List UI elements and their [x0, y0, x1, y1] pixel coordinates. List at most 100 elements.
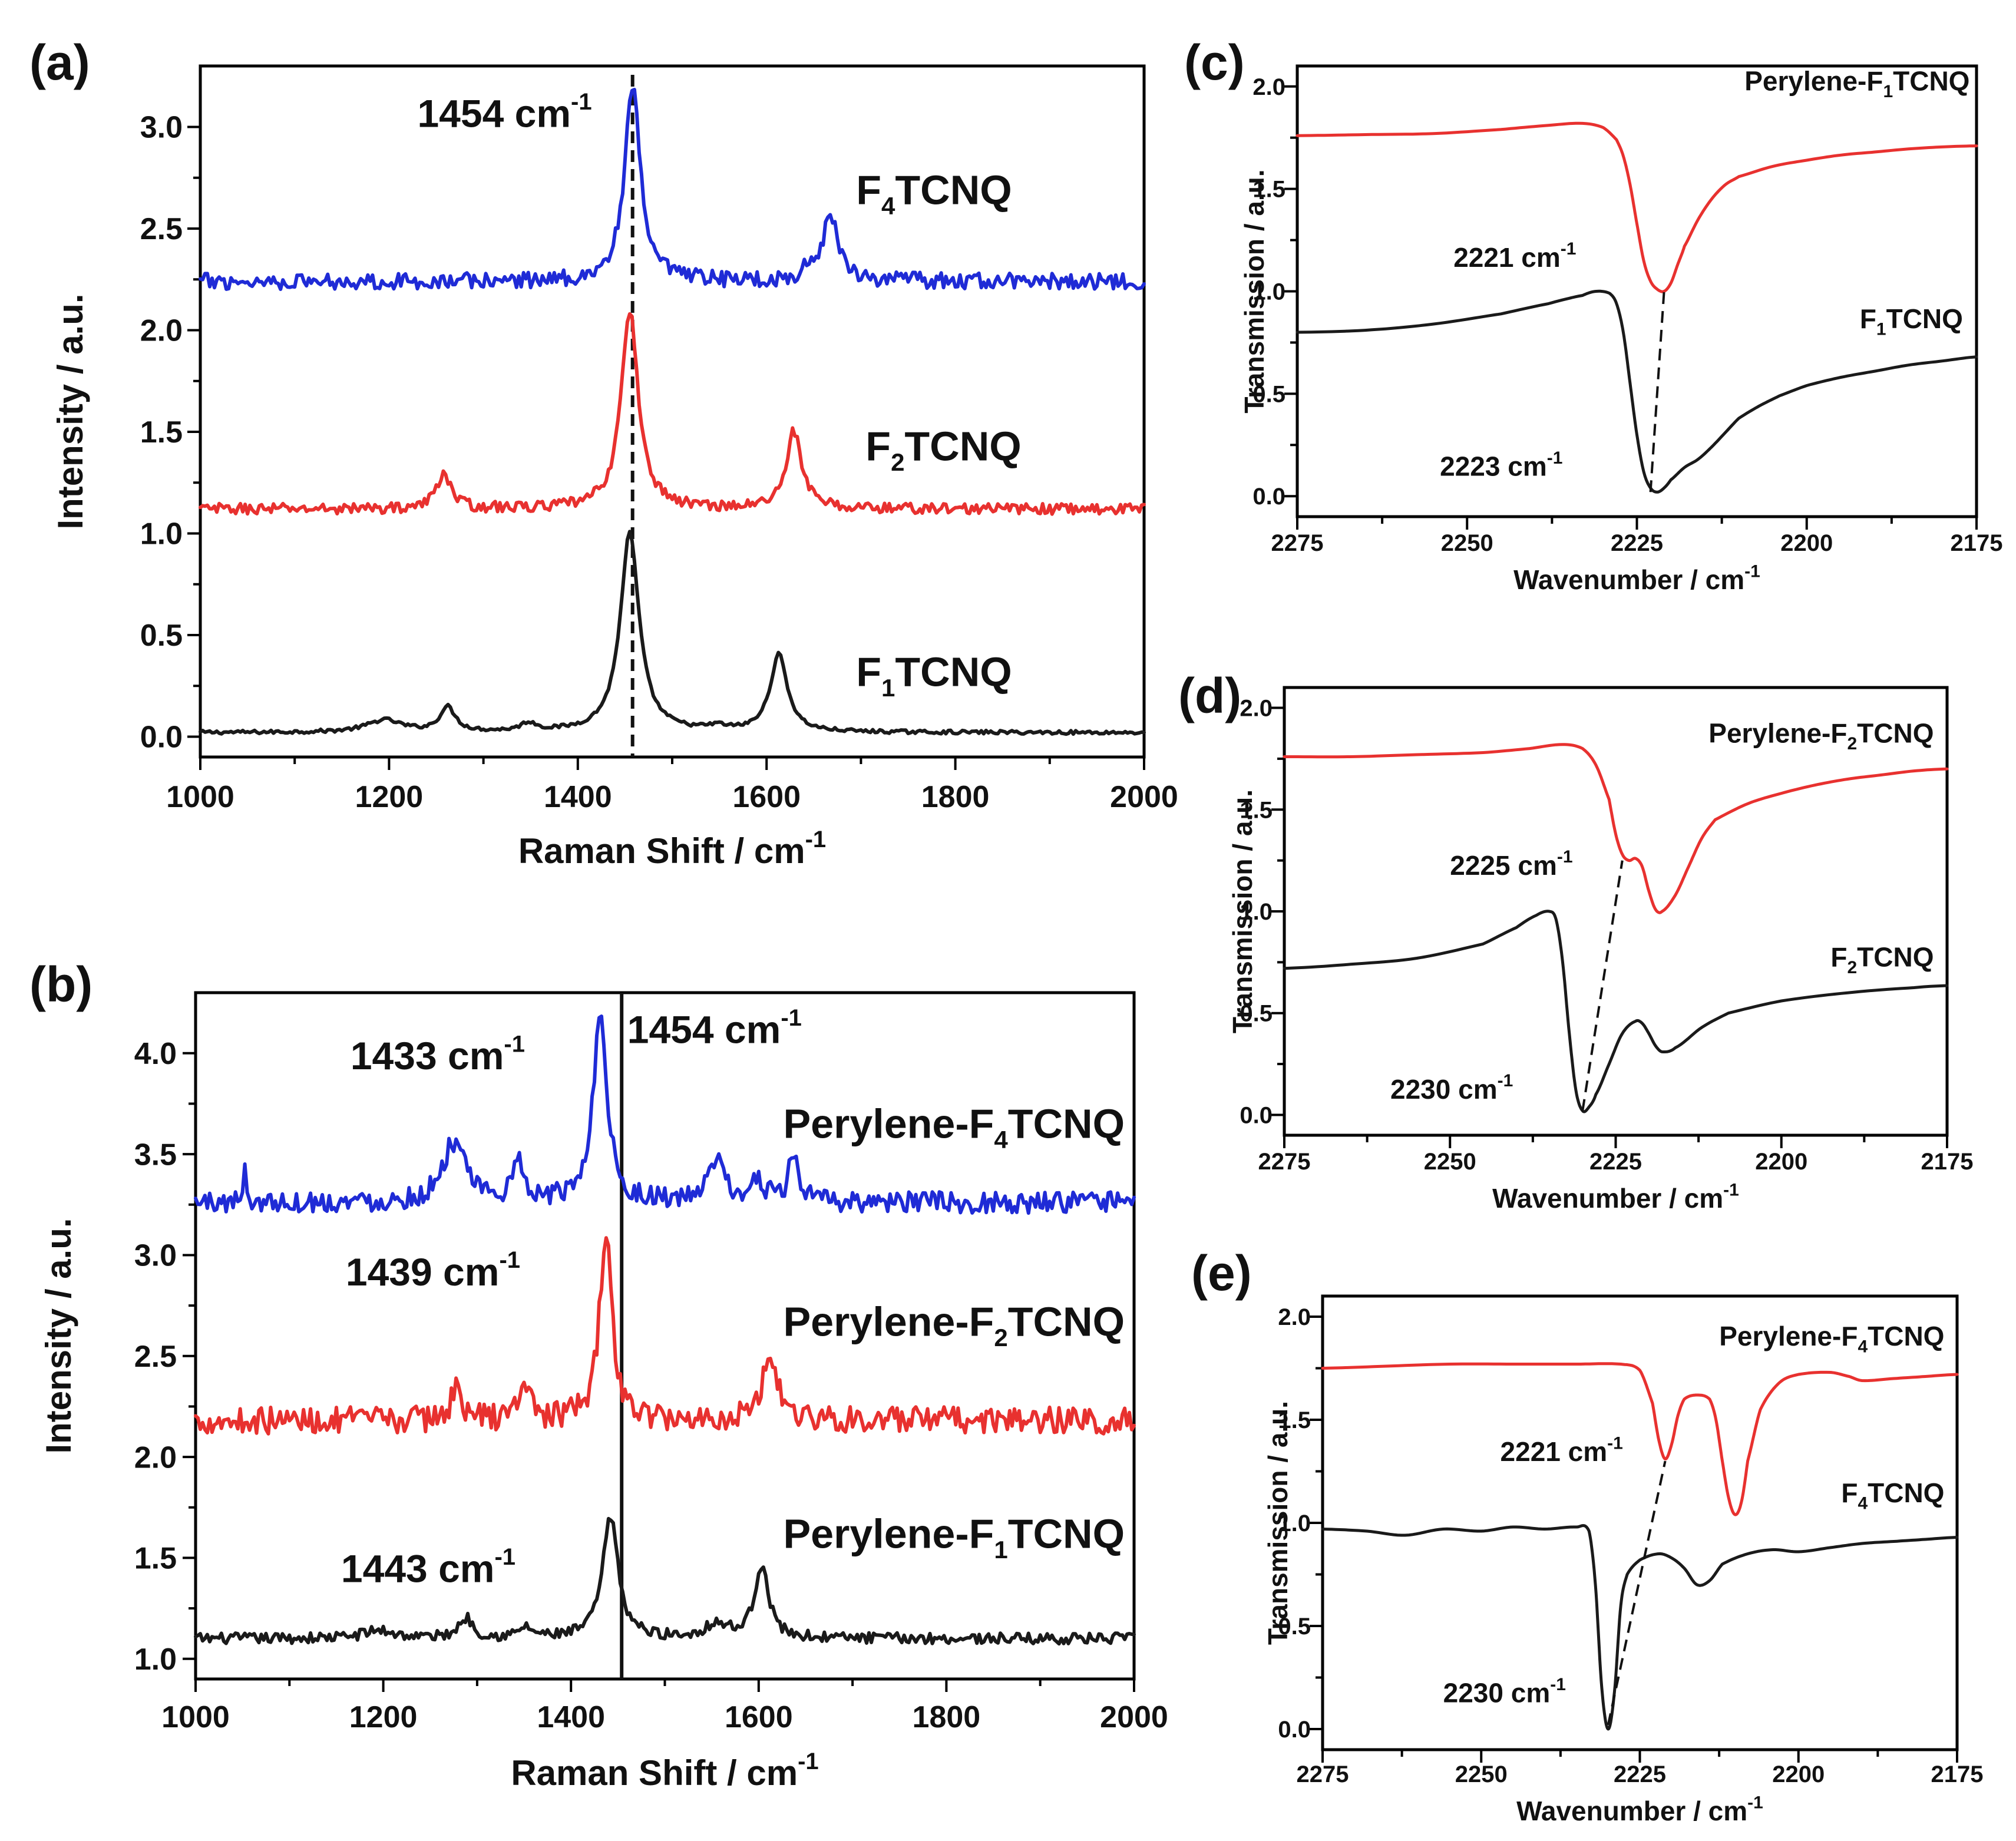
x-axis-title: Raman Shift / cm-1 — [518, 827, 826, 871]
peak-annotation-text: 2221 cm — [1501, 1436, 1608, 1467]
x-tick-label: 2225 — [1589, 1149, 1642, 1175]
y-tick-label: 4.0 — [134, 1037, 177, 1071]
panel-e: (e) 2275 2250 2225 2200 2175 0.0 0.5 1.0 1.5 2.0 Wa… — [1191, 1245, 1983, 1826]
peak-annotation-sup: -1 — [1557, 847, 1573, 867]
series-label-subscript: 2 — [891, 448, 904, 476]
y-axis-title: Transmission / a.u. — [1227, 789, 1258, 1033]
x-tick-label: 1200 — [349, 1700, 418, 1734]
series-label-Perylene-F1TCNQ: Perylene-F1TCNQ — [1744, 66, 1969, 102]
y-axis-title: Intensity / a.u. — [51, 293, 90, 529]
series-label-text: TCNQ — [1008, 1299, 1125, 1345]
y-tick-label: 1.0 — [1252, 279, 1285, 305]
series-label-text: F — [865, 423, 891, 469]
series-label-subscript: 1 — [1876, 320, 1886, 339]
series-line-F4TCNQ — [1321, 1524, 1959, 1731]
series-line-F4TCNQ — [199, 88, 1146, 291]
x-tick-label: 1600 — [732, 780, 801, 814]
peak-annotation: 2230 cm-1 — [1390, 1071, 1513, 1105]
peak-annotation-sup: -1 — [504, 1032, 525, 1057]
peak-shift-line — [1649, 291, 1665, 493]
peak-annotation-text: 2230 cm — [1443, 1678, 1551, 1708]
y-axis-title: Intensity / a.u. — [39, 1218, 78, 1453]
x-tick-label: 2250 — [1441, 530, 1493, 556]
series-label-subscript: 1 — [994, 1536, 1007, 1564]
peak-shift-line — [1607, 1460, 1667, 1726]
y-tick-label: 3.0 — [134, 1239, 177, 1273]
panel-label: (d) — [1178, 668, 1241, 723]
peak-annotation-text: 2230 cm — [1390, 1074, 1498, 1105]
peak-annotation-sup: -1 — [1547, 448, 1563, 468]
panel-b: (b) 1000 1200 1400 1600 1800 2000 1.0 1.5 2.0 2.5 3… — [29, 957, 1168, 1793]
y-tick-label: 1.5 — [1240, 797, 1273, 823]
peak-annotation-sup: -1 — [1498, 1071, 1513, 1090]
x-axis-title: Wavenumber / cm-1 — [1516, 1793, 1763, 1826]
peak-annotation-sup: -1 — [781, 1005, 802, 1031]
series-line-F2TCNQ — [1283, 910, 1949, 1113]
series-line-Perylene-F2TCNQ — [194, 1236, 1136, 1436]
x-tick-label: 1000 — [161, 1700, 230, 1734]
x-axis-title-sup: -1 — [1747, 1793, 1763, 1812]
peak-annotation-sup: -1 — [499, 1247, 520, 1273]
series-label-text: TCNQ — [1857, 718, 1934, 748]
peak-annotation: 1433 cm-1 — [351, 1032, 525, 1078]
series-label-subscript: 4 — [881, 192, 895, 220]
y-tick-label: 0.0 — [1252, 484, 1285, 510]
peak-annotation: 2221 cm-1 — [1501, 1433, 1623, 1467]
x-tick-label: 2175 — [1921, 1149, 1974, 1175]
y-tick-label: 0.5 — [1240, 1001, 1273, 1027]
peak-annotation: 2223 cm-1 — [1440, 448, 1562, 482]
series-label-text: Perylene-F — [783, 1299, 994, 1345]
series-label-subscript: 1 — [1883, 82, 1893, 101]
series-label-F2TCNQ: F2TCNQ — [1830, 941, 1934, 977]
series-label-subscript: 4 — [1858, 1337, 1868, 1357]
peak-annotation-text: 1433 cm — [351, 1034, 504, 1078]
series-label-text: TCNQ — [1008, 1511, 1125, 1556]
series-label-Perylene-F2TCNQ: Perylene-F2TCNQ — [1708, 718, 1934, 753]
series-line-Perylene-F1TCNQ — [1295, 121, 1978, 293]
panel-label: (b) — [29, 957, 92, 1012]
figure-panels: (a) 1000 1200 1400 1600 1800 2000 0.0 0.5 1.0 1.5 2… — [29, 35, 2002, 1826]
series-label-text: TCNQ — [1008, 1101, 1125, 1147]
y-axis-title: Transmission / a.u. — [1263, 1401, 1293, 1645]
peak-annotation-text: 1454 cm — [417, 92, 571, 135]
y-tick-label: 3.5 — [134, 1138, 177, 1172]
series-label-text: Perylene-F — [1719, 1321, 1858, 1351]
peak-annotation-sup: -1 — [1550, 1675, 1566, 1694]
x-tick-label: 1800 — [913, 1700, 981, 1734]
x-tick-label: 2250 — [1424, 1149, 1476, 1175]
series-label-F2TCNQ: F2TCNQ — [865, 423, 1021, 476]
peak-annotation: 2230 cm-1 — [1443, 1675, 1566, 1708]
y-tick-label: 2.0 — [140, 314, 183, 348]
x-axis-title-text: Wavenumber / cm — [1516, 1796, 1747, 1826]
y-tick-label: 3.0 — [140, 111, 183, 145]
peak-annotation-sup: -1 — [1561, 239, 1577, 259]
series-line-F1TCNQ — [199, 530, 1146, 736]
series-label-text: TCNQ — [1857, 941, 1934, 972]
y-tick-label: 1.5 — [140, 415, 183, 449]
peak-annotation: 1443 cm-1 — [341, 1544, 515, 1591]
y-tick-label: 0.5 — [140, 619, 183, 653]
series-label-text: TCNQ — [895, 167, 1012, 213]
x-tick-label: 2000 — [1110, 780, 1178, 814]
y-tick-label: 0.0 — [1278, 1717, 1311, 1743]
series-label-text: Perylene-F — [1708, 718, 1847, 748]
y-tick-label: 0.5 — [1252, 381, 1285, 407]
peak-annotation-text: 1443 cm — [341, 1547, 495, 1591]
y-tick-label: 1.5 — [1278, 1407, 1311, 1433]
panel-c: (c) 2275 2250 2225 2200 2175 0.0 0.5 1.0 1.5 2.0 Wa… — [1184, 35, 2002, 595]
x-axis-title-text: Wavenumber / cm — [1513, 564, 1744, 595]
x-tick-label: 1000 — [166, 780, 234, 814]
x-tick-label: 1400 — [537, 1700, 605, 1734]
series-label-text: F — [1841, 1478, 1858, 1508]
x-tick-label: 2175 — [1931, 1761, 1984, 1787]
series-line-F2TCNQ — [199, 312, 1146, 516]
series-label-Perylene-F2TCNQ: Perylene-F2TCNQ — [783, 1299, 1125, 1352]
series-line-Perylene-F4TCNQ — [1321, 1362, 1959, 1516]
y-tick-label: 1.5 — [1252, 177, 1285, 203]
peak-annotation-text: 2221 cm — [1453, 242, 1561, 273]
y-tick-label: 1.0 — [134, 1642, 177, 1677]
series-label-text: F — [856, 649, 881, 695]
series-label-subscript: 2 — [994, 1324, 1007, 1351]
series-label-text: TCNQ — [895, 649, 1012, 695]
